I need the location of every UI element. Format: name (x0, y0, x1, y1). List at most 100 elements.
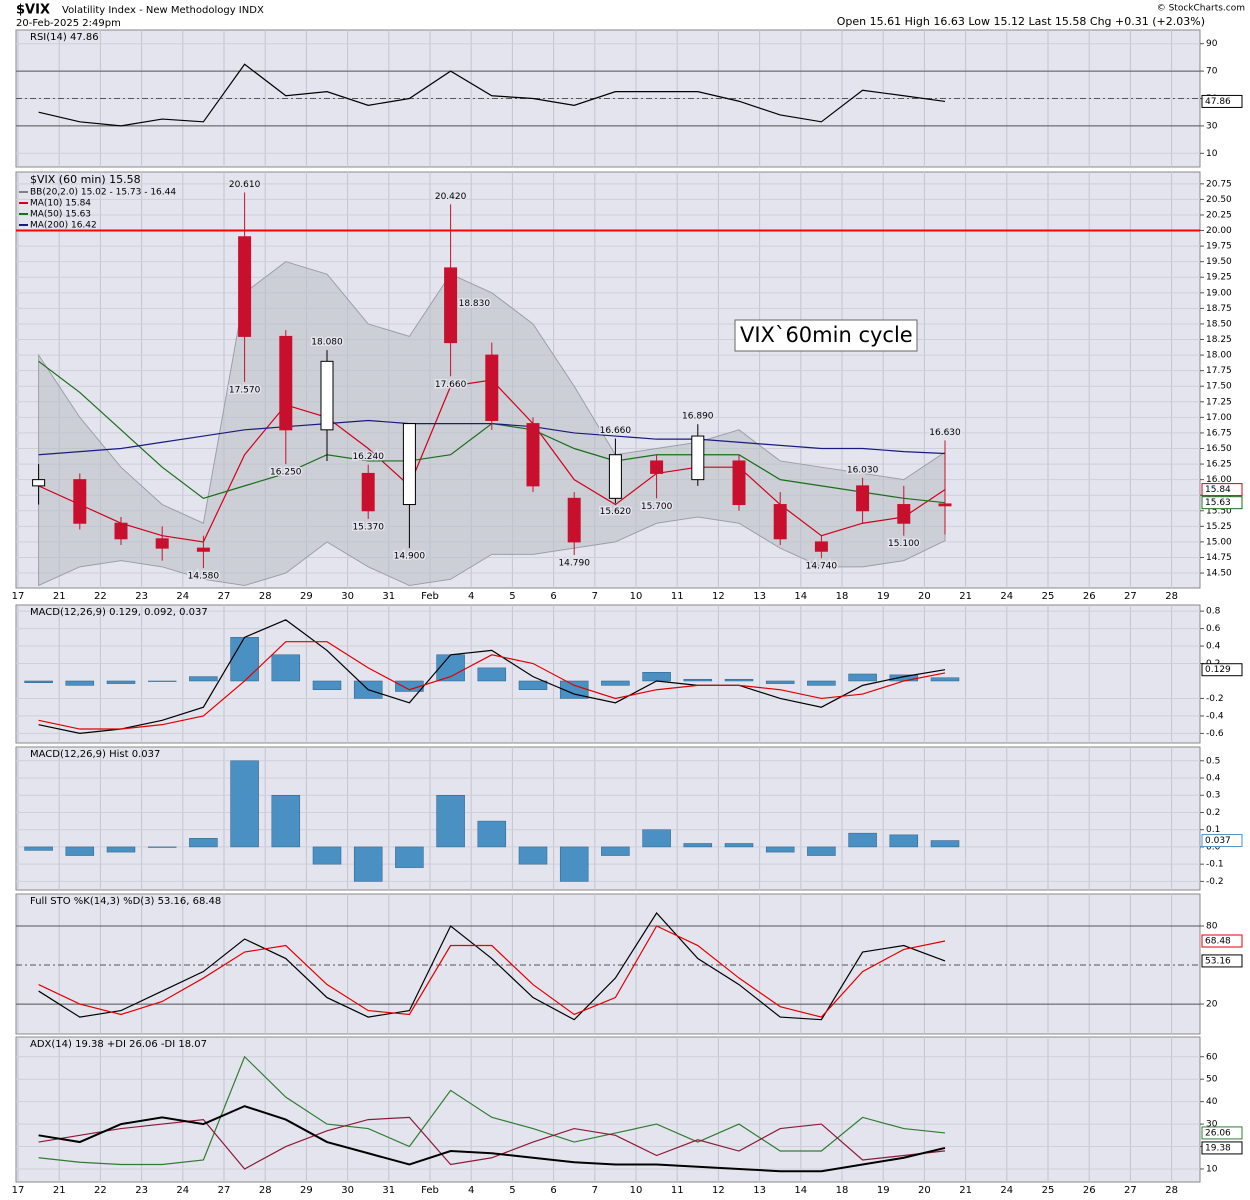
histogram-bar (848, 832, 877, 848)
price-annotation: 14.900 (394, 552, 426, 562)
y-tick-label: 15.50 (1206, 506, 1232, 516)
end-label-box (1201, 496, 1243, 510)
y-tick-label: 17.00 (1206, 413, 1232, 423)
x-tick-label: 5 (509, 591, 515, 602)
y-tick-label: 16.00 (1206, 475, 1232, 485)
end-label: 68.48 (1205, 936, 1231, 946)
histogram-bar (724, 843, 754, 848)
y-tick-label: 30 (1206, 121, 1218, 131)
histogram-bar (930, 677, 960, 682)
x-tick-label: 28 (259, 591, 272, 602)
x-tick-label: 27 (218, 591, 231, 602)
histogram-bar (930, 840, 960, 848)
histogram-bar (848, 673, 877, 682)
x-tick-label: 4 (468, 591, 474, 602)
price-annotation: 16.240 (352, 452, 384, 462)
x-tick-label: 29 (300, 1185, 313, 1196)
end-label: 15.84 (1205, 485, 1231, 495)
y-tick-label: 0.5 (1206, 756, 1220, 766)
y-tick-label: 17.50 (1206, 382, 1232, 392)
candle-body (856, 485, 870, 512)
x-tick-label: 6 (550, 1185, 556, 1196)
x-tick-label: 28 (1165, 591, 1178, 602)
end-label: 26.06 (1205, 1128, 1231, 1138)
x-tick-label: 22 (94, 1185, 107, 1196)
candle-body (691, 435, 705, 481)
panel-title: MACD(12,26,9) 0.129, 0.092, 0.037 (30, 607, 208, 618)
x-tick-label: 27 (218, 1185, 231, 1196)
x-tick-label: Feb (421, 591, 439, 602)
panel-title: ADX(14) 19.38 +DI 26.06 -DI 18.07 (30, 1039, 207, 1050)
legend-entry: MA(200) 16.42 (30, 221, 97, 231)
y-tick-label: 0.6 (1206, 624, 1221, 634)
y-tick-label: 15.25 (1206, 522, 1232, 532)
histogram-bar (642, 672, 671, 682)
price-annotation: 16.250 (270, 468, 302, 478)
y-tick-label: 10 (1206, 149, 1218, 159)
candle-body (732, 460, 746, 506)
y-tick-label: 16.50 (1206, 444, 1232, 454)
candle-body (526, 423, 540, 487)
y-tick-label: 0.1 (1206, 825, 1220, 835)
legend-entry: BB(20,2.0) 15.02 - 15.73 - 16.44 (30, 188, 176, 198)
instrument-name: Volatility Index - New Methodology INDX (62, 5, 264, 16)
y-tick-label: 40 (1206, 1097, 1218, 1107)
histogram-bar (147, 680, 177, 682)
y-tick-label: 16.25 (1206, 460, 1232, 470)
x-tick-label: 5 (509, 1185, 515, 1196)
x-tick-label: 12 (712, 1185, 725, 1196)
histogram-bar (477, 820, 507, 848)
end-label-box (1201, 834, 1243, 848)
histogram-bar (189, 838, 218, 848)
y-tick-label: -0.4 (1206, 711, 1224, 721)
x-tick-label: 24 (1000, 591, 1013, 602)
y-tick-label: -0.6 (1206, 729, 1224, 739)
price-annotation: 20.420 (435, 192, 467, 202)
end-label: 15.63 (1205, 498, 1231, 508)
legend-entry: MA(10) 15.84 (30, 199, 91, 209)
legend-entry: MA(50) 15.63 (30, 210, 91, 220)
histogram-bar (518, 846, 548, 865)
price-annotation: 14.580 (188, 572, 220, 582)
y-tick-label: -0.2 (1206, 877, 1224, 887)
y-tick-label: 16.75 (1206, 428, 1232, 438)
histogram-bar (477, 667, 507, 682)
x-tick-label: 13 (753, 591, 766, 602)
panel (15, 1036, 1201, 1183)
y-tick-label: 0.2 (1206, 808, 1220, 818)
x-tick-label: 14 (794, 1185, 807, 1196)
candle-body (567, 497, 581, 543)
panel (15, 604, 1201, 744)
candle-body (279, 335, 293, 431)
y-tick-label: 18.50 (1206, 319, 1232, 329)
y-tick-label: 17.25 (1206, 397, 1232, 407)
candle-body (196, 547, 210, 552)
histogram-bar (642, 829, 671, 848)
x-tick-label: 28 (259, 1185, 272, 1196)
histogram-bar (395, 846, 424, 868)
x-tick-label: 10 (630, 1185, 643, 1196)
y-tick-label: -0.2 (1206, 694, 1224, 704)
x-tick-label: 17 (12, 1185, 25, 1196)
histogram-bar (147, 846, 177, 848)
y-tick-label: 0.4 (1206, 774, 1221, 784)
y-tick-label: 0.0 (1206, 842, 1221, 852)
y-tick-label: 0.4 (1206, 642, 1221, 652)
x-tick-label: 4 (468, 1185, 474, 1196)
indicator-line (38, 925, 946, 1018)
y-tick-label: 19.75 (1206, 242, 1232, 252)
histogram-bar (889, 674, 919, 682)
histogram-bar (807, 680, 836, 686)
y-tick-label: -0.1 (1206, 860, 1224, 870)
x-tick-label: 24 (1000, 1185, 1013, 1196)
end-label-box (1201, 1141, 1243, 1155)
x-tick-label: 11 (671, 591, 684, 602)
note-box (734, 319, 918, 352)
candle-body (32, 479, 46, 487)
candle-body (238, 236, 252, 337)
y-tick-label: 20.75 (1206, 179, 1232, 189)
histogram-bar (106, 846, 136, 853)
panel-title: MACD(12,26,9) Hist 0.037 (30, 749, 160, 760)
